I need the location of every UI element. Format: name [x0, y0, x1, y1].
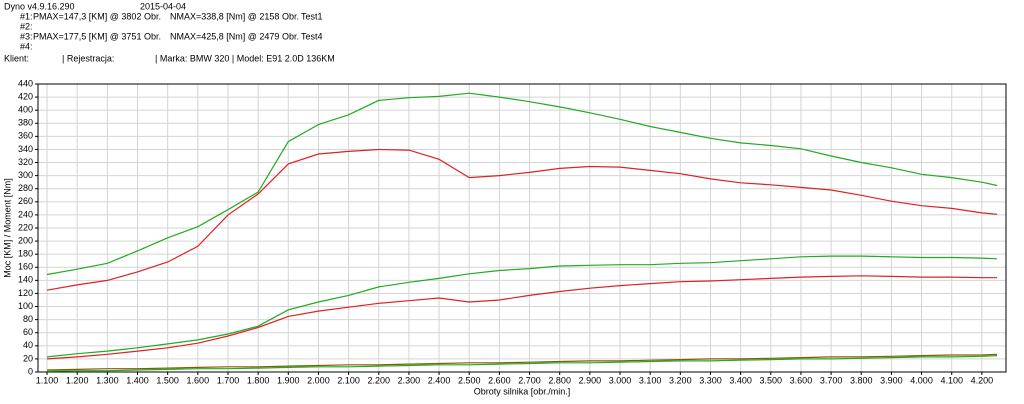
x-tick-label: 4.000	[910, 375, 933, 385]
y-tick-label: 440	[18, 78, 33, 88]
x-tick-label: 4.200	[971, 375, 994, 385]
y-tick-label: 120	[18, 288, 33, 298]
y-tick-label: 180	[18, 249, 33, 259]
x-tick-label: 2.800	[548, 375, 571, 385]
y-tick-label: 80	[23, 314, 33, 324]
run-nmax: NMAX=425,8 [Nm] @ 2479 Obr.	[170, 31, 299, 41]
y-tick-label: 340	[18, 144, 33, 154]
x-tick-label: 2.700	[518, 375, 541, 385]
x-tick-label: 2.600	[488, 375, 511, 385]
series-line	[46, 92, 998, 276]
x-axis-label: Obroty silnika [obr./min.]	[474, 386, 571, 396]
x-tick-label: 3.500	[760, 375, 783, 385]
y-tick-label: 300	[18, 170, 33, 180]
y-tick-label: 20	[23, 353, 33, 363]
x-tick-label: 3.900	[880, 375, 903, 385]
client: Klient:	[4, 53, 29, 63]
x-tick-label: 2.100	[337, 375, 360, 385]
y-tick-label: 100	[18, 301, 33, 311]
run-test: Test1	[301, 11, 323, 21]
y-tick-label: 380	[18, 118, 33, 128]
x-tick-label: 1.700	[217, 375, 240, 385]
x-tick-label: 1.900	[277, 375, 300, 385]
x-tick-label: 2.400	[428, 375, 451, 385]
y-tick-label: 260	[18, 196, 33, 206]
y-axis-label: Moc [KM] / Moment [Nm]	[2, 178, 12, 278]
series-line	[46, 148, 998, 291]
x-tick-label: 3.400	[729, 375, 752, 385]
x-tick-label: 1.200	[66, 375, 89, 385]
x-tick-label: 2.500	[458, 375, 481, 385]
series-line	[46, 353, 998, 371]
plot-frame	[37, 83, 1007, 373]
y-tick-label: 220	[18, 222, 33, 232]
x-tick-label: 3.800	[850, 375, 873, 385]
x-tick-label: 1.400	[126, 375, 149, 385]
x-tick-label: 3.300	[699, 375, 722, 385]
x-tick-label: 4.100	[940, 375, 963, 385]
vehicle: | Marka: BMW 320 | Model: E91 2.0D 136KM	[155, 53, 335, 63]
y-tick-label: 360	[18, 131, 33, 141]
y-tick-label: 420	[18, 91, 33, 101]
x-tick-label: 3.000	[609, 375, 632, 385]
y-tick-label: 140	[18, 275, 33, 285]
x-tick-label: 1.500	[156, 375, 179, 385]
x-tick-label: 1.300	[96, 375, 119, 385]
run-pmax: PMAX=177,5 [KM] @ 3751 Obr.	[33, 31, 161, 41]
y-tick-label: 40	[23, 340, 33, 350]
x-tick-label: 3.700	[820, 375, 843, 385]
y-tick-label: 400	[18, 105, 33, 115]
y-tick-label: 280	[18, 183, 33, 193]
x-tick-label: 1.800	[247, 375, 270, 385]
run-test: Test4	[301, 31, 323, 41]
series-line	[46, 255, 998, 358]
x-tick-label: 2.000	[307, 375, 330, 385]
x-tick-label: 3.600	[790, 375, 813, 385]
date: 2015-04-04	[140, 1, 186, 11]
x-tick-label: 3.100	[639, 375, 662, 385]
run-id: #2:	[20, 21, 33, 31]
registration: | Rejestracja:	[62, 53, 114, 63]
x-tick-label: 1.100	[36, 375, 59, 385]
y-tick-label: 60	[23, 327, 33, 337]
y-tick-label: 320	[18, 157, 33, 167]
x-tick-label: 2.900	[579, 375, 602, 385]
x-tick-label: 2.200	[367, 375, 390, 385]
x-tick-label: 3.200	[669, 375, 692, 385]
series-line	[46, 275, 997, 360]
run-pmax: PMAX=147,3 [KM] @ 3802 Obr.	[33, 11, 161, 21]
y-tick-label: 160	[18, 262, 33, 272]
run-id: #1:	[20, 11, 33, 21]
y-tick-label: 0	[28, 366, 33, 376]
series-line	[46, 355, 998, 372]
x-tick-label: 1.600	[187, 375, 210, 385]
y-tick-label: 200	[18, 235, 33, 245]
run-id: #3:	[20, 31, 33, 41]
run-id: #4:	[20, 41, 33, 51]
run-nmax: NMAX=338,8 [Nm] @ 2158 Obr.	[170, 11, 299, 21]
y-tick-label: 240	[18, 209, 33, 219]
app-version: Dyno v4.9.16.290	[4, 1, 75, 11]
x-tick-label: 2.300	[398, 375, 421, 385]
